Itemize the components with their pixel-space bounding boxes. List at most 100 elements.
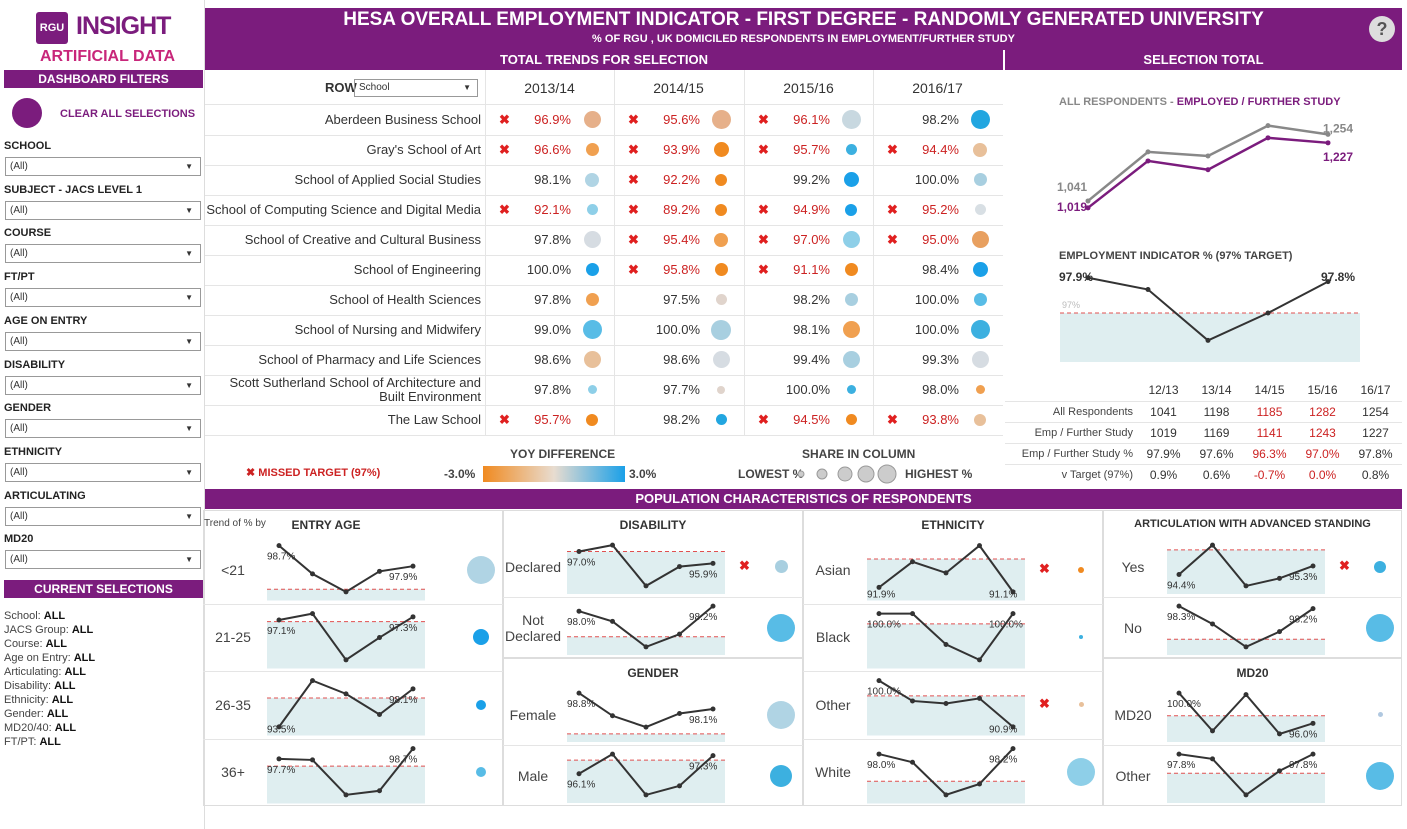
filter-select[interactable]: (All) ▼ [5,550,201,570]
share-dot[interactable] [713,142,729,157]
school-name[interactable]: School of Health Sciences [329,291,481,307]
share-dot[interactable] [767,613,795,642]
trend-value[interactable]: 98.2% [793,291,830,307]
share-dot[interactable] [972,262,988,277]
row-select[interactable]: School ▼ [354,79,478,97]
share-dot[interactable] [845,203,857,216]
category-label[interactable]: Black [815,629,851,646]
category-label[interactable]: Male [517,767,549,784]
school-name[interactable]: School of Pharmacy and Life Sciences [258,351,481,367]
trend-value[interactable]: 98.1% [793,321,830,337]
share-dot[interactable] [711,319,731,340]
share-dot[interactable] [1067,758,1095,787]
trend-value[interactable]: 100.0% [655,321,700,337]
trend-value[interactable]: 97.8% [534,291,571,307]
trend-value[interactable]: 100.0% [914,321,959,337]
filter-select[interactable]: (All) ▼ [5,288,201,308]
trend-value[interactable]: 97.8% [534,231,571,247]
share-dot[interactable] [841,110,861,129]
category-label[interactable]: White [815,764,851,781]
trend-value[interactable]: 100.0% [526,261,571,277]
trend-value[interactable]: 99.0% [534,321,571,337]
trend-value[interactable]: 96.9% [534,111,571,127]
school-name[interactable]: School of Engineering [353,261,481,277]
share-dot[interactable] [842,351,860,368]
category-label[interactable]: Yes [1121,558,1145,575]
clear-selections-button[interactable]: CLEAR ALL SELECTIONS [60,108,196,120]
share-dot[interactable] [844,293,858,306]
trend-value[interactable]: 98.6% [534,351,571,367]
school-name[interactable]: Scott Sutherland School of Architecture … [229,374,482,404]
trend-value[interactable]: 98.2% [922,111,959,127]
share-dot[interactable] [714,232,728,247]
school-name[interactable]: Gray's School of Art [366,141,481,157]
share-dot[interactable] [842,231,860,248]
share-dot[interactable] [715,203,727,216]
share-dot[interactable] [845,414,857,425]
share-dot[interactable] [971,351,989,368]
share-dot[interactable] [1377,712,1383,717]
share-dot[interactable] [715,173,727,186]
trend-value[interactable]: 97.0% [793,231,830,247]
trend-value[interactable]: 95.7% [534,411,571,427]
trend-value[interactable]: 91.1% [793,261,830,277]
share-dot[interactable] [843,172,859,187]
trend-value[interactable]: 96.1% [793,111,830,127]
trend-value[interactable]: 94.4% [922,141,959,157]
share-dot[interactable] [1366,761,1394,790]
share-dot[interactable] [715,414,727,425]
share-dot[interactable] [845,144,857,155]
category-label[interactable]: Not Declared [504,611,562,644]
trend-value[interactable]: 95.2% [922,201,959,217]
trend-value[interactable]: 100.0% [914,171,959,187]
share-dot[interactable] [973,293,987,306]
trend-value[interactable]: 100.0% [914,291,959,307]
share-dot[interactable] [583,111,601,128]
category-label[interactable]: 26-35 [215,696,251,713]
school-name[interactable]: School of Computing Science and Digital … [206,201,481,217]
share-dot[interactable] [973,173,987,186]
trend-value[interactable]: 95.4% [663,231,700,247]
share-dot[interactable] [846,385,856,394]
share-dot[interactable] [844,263,858,276]
share-dot[interactable] [774,560,788,573]
share-dot[interactable] [974,204,986,215]
trend-value[interactable]: 98.6% [663,351,700,367]
trend-value[interactable]: 95.8% [663,261,700,277]
category-label[interactable]: Asian [815,561,851,578]
trend-value[interactable]: 94.5% [793,411,830,427]
trend-value[interactable]: 97.8% [534,381,571,397]
share-dot[interactable] [585,143,599,156]
trend-value[interactable]: 97.7% [663,381,700,397]
trend-value[interactable]: 99.3% [922,351,959,367]
trend-value[interactable]: 98.4% [922,261,959,277]
filter-select[interactable]: (All) ▼ [5,506,201,526]
trend-value[interactable]: 98.1% [534,171,571,187]
share-dot[interactable] [476,699,486,710]
school-name[interactable]: Aberdeen Business School [324,111,481,127]
share-dot[interactable] [714,263,728,276]
share-dot[interactable] [715,294,727,305]
share-dot[interactable] [1374,560,1386,573]
filter-select[interactable]: (All) ▼ [5,375,201,395]
share-dot[interactable] [770,764,792,787]
filter-select[interactable]: (All) ▼ [5,200,201,220]
share-dot[interactable] [587,385,597,394]
share-dot[interactable] [583,231,601,248]
trend-value[interactable]: 93.8% [922,411,959,427]
share-dot[interactable] [842,321,860,338]
share-dot[interactable] [582,320,602,339]
trend-value[interactable]: 94.9% [793,201,830,217]
share-dot[interactable] [712,351,730,368]
trend-value[interactable]: 97.5% [663,291,700,307]
trend-value[interactable]: 95.0% [922,231,959,247]
share-dot[interactable] [1366,613,1394,642]
trend-value[interactable]: 92.1% [534,201,571,217]
share-dot[interactable] [476,767,486,778]
share-dot[interactable] [974,413,986,426]
share-dot[interactable] [1079,635,1083,640]
share-dot[interactable] [586,413,598,426]
school-name[interactable]: The Law School [387,411,481,427]
share-dot[interactable] [1078,702,1084,708]
category-label[interactable]: 36+ [221,764,245,781]
